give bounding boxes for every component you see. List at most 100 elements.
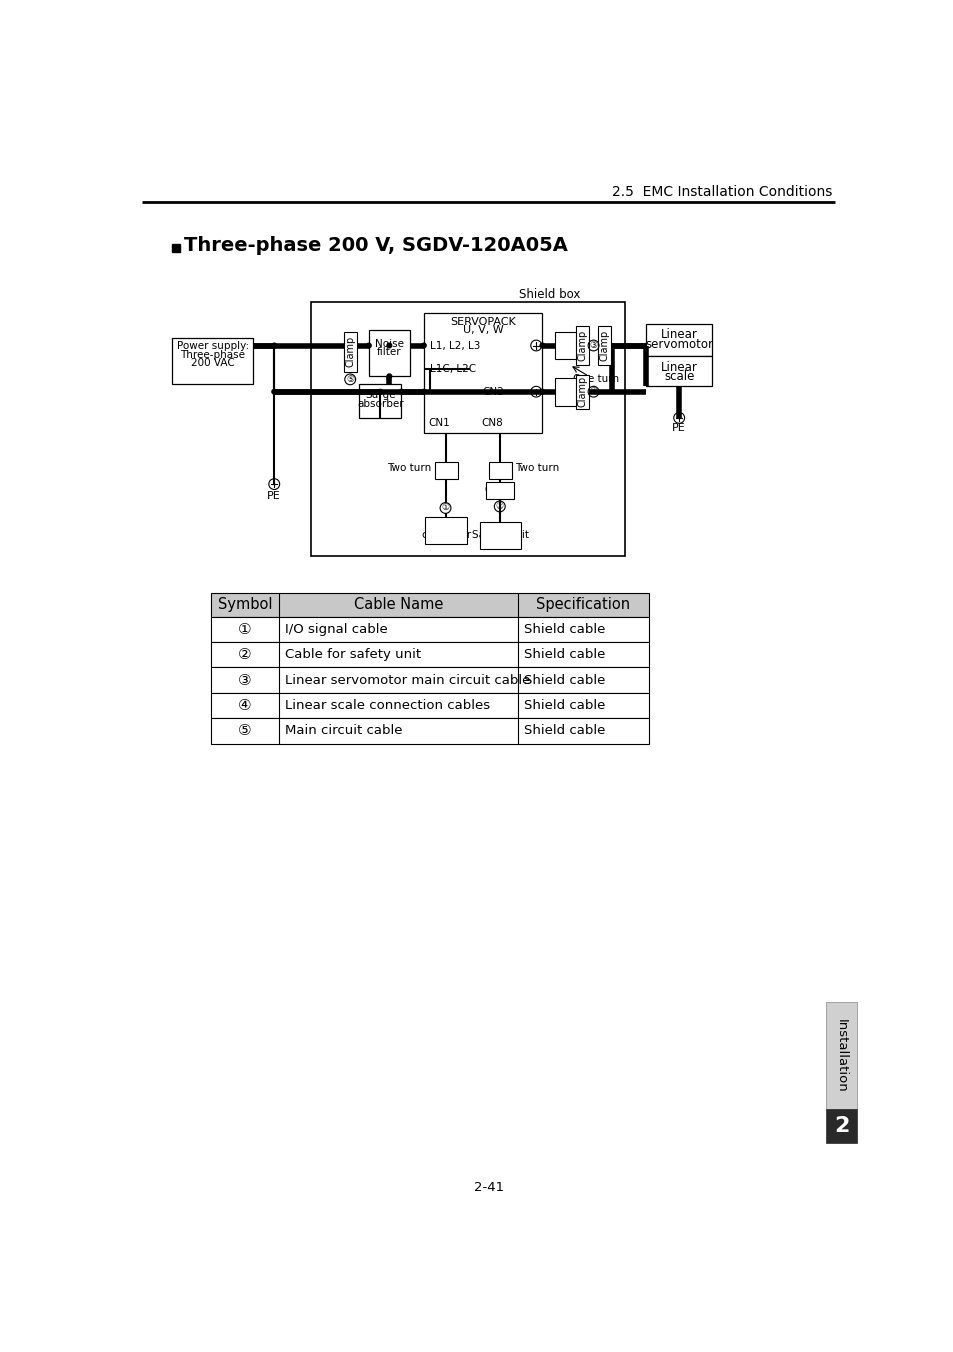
Text: Main circuit cable: Main circuit cable: [285, 725, 402, 737]
Text: Linear servomotor main circuit cable: Linear servomotor main circuit cable: [285, 673, 530, 687]
Bar: [425, 518, 467, 544]
Circle shape: [272, 389, 276, 393]
Bar: [576, 375, 588, 408]
Text: 200 VAC: 200 VAC: [191, 358, 234, 368]
Text: One turn: One turn: [573, 375, 618, 384]
Text: Shield cable: Shield cable: [523, 725, 604, 737]
Text: ③: ③: [237, 672, 252, 688]
Text: Two turn: Two turn: [515, 462, 559, 473]
Bar: [645, 357, 711, 385]
Bar: [488, 462, 512, 479]
Text: Symbol: Symbol: [217, 598, 272, 612]
Text: Power supply:: Power supply:: [176, 341, 249, 352]
Bar: [211, 594, 649, 617]
Text: Noise: Noise: [375, 339, 403, 349]
Text: CN1: CN1: [428, 418, 450, 427]
Text: Linear: Linear: [660, 329, 697, 341]
Text: CN2: CN2: [481, 387, 503, 396]
Bar: [555, 377, 576, 406]
Circle shape: [272, 343, 276, 347]
Circle shape: [366, 343, 371, 347]
Bar: [211, 692, 649, 718]
Text: ⑤: ⑤: [237, 723, 252, 738]
Text: scale: scale: [663, 370, 694, 383]
Text: 2.5  EMC Installation Conditions: 2.5 EMC Installation Conditions: [611, 184, 831, 199]
Text: controller: controller: [421, 530, 471, 539]
Bar: [344, 331, 356, 372]
Bar: [423, 314, 542, 433]
Text: absorber: absorber: [356, 399, 403, 410]
Text: Linear: Linear: [660, 361, 697, 373]
Text: Shield box: Shield box: [518, 288, 579, 301]
Text: filter: filter: [376, 347, 401, 357]
Text: 2: 2: [833, 1117, 848, 1136]
Text: U, V, W: U, V, W: [462, 324, 503, 335]
Bar: [435, 462, 457, 479]
Text: Three-phase: Three-phase: [180, 350, 245, 360]
Circle shape: [387, 375, 392, 379]
Text: PE: PE: [672, 423, 685, 433]
Circle shape: [539, 389, 544, 393]
Text: ③: ③: [589, 341, 597, 350]
Text: L1, L2, L3: L1, L2, L3: [430, 341, 480, 350]
Text: Clamp: Clamp: [598, 330, 609, 361]
Circle shape: [421, 343, 426, 347]
Text: Safety unit: Safety unit: [472, 530, 529, 539]
Text: L1C, L2C: L1C, L2C: [430, 364, 476, 373]
Text: Shield cable: Shield cable: [523, 673, 604, 687]
Bar: [311, 303, 624, 557]
Text: I/O signal cable: I/O signal cable: [285, 623, 388, 635]
Bar: [211, 642, 649, 668]
Text: Shield cable: Shield cable: [523, 699, 604, 713]
Text: Core: Core: [435, 465, 457, 476]
Text: PE: PE: [267, 491, 281, 500]
Text: Core: Core: [554, 341, 577, 350]
Text: ⑤: ⑤: [346, 375, 354, 384]
Text: Three-phase 200 V, SGDV-120A05A: Three-phase 200 V, SGDV-120A05A: [184, 235, 568, 256]
Bar: [485, 481, 513, 499]
Text: Shield cable: Shield cable: [523, 648, 604, 661]
Circle shape: [421, 389, 426, 393]
Bar: [479, 522, 521, 549]
Bar: [172, 338, 253, 384]
Bar: [369, 330, 410, 376]
Text: ②: ②: [237, 648, 252, 662]
Bar: [359, 384, 401, 418]
Text: Shield cable: Shield cable: [523, 623, 604, 635]
Bar: [598, 326, 610, 365]
Bar: [645, 324, 711, 357]
Text: ①: ①: [237, 622, 252, 637]
Text: Surge: Surge: [365, 389, 395, 400]
Circle shape: [377, 389, 382, 393]
Text: SERVOPACK: SERVOPACK: [450, 316, 516, 327]
Circle shape: [539, 343, 544, 347]
Text: Cable Name: Cable Name: [354, 598, 442, 612]
Text: Clamp: Clamp: [345, 337, 355, 368]
Text: ①: ①: [441, 503, 449, 512]
Bar: [172, 243, 179, 251]
Text: ②: ②: [496, 502, 503, 511]
Text: Clamp: Clamp: [578, 330, 587, 361]
Text: servomotor: servomotor: [644, 338, 713, 352]
Text: Clamp: Clamp: [483, 485, 515, 495]
Circle shape: [398, 389, 403, 393]
Bar: [211, 718, 649, 744]
Text: Core: Core: [489, 465, 511, 476]
Text: Two turn: Two turn: [387, 462, 431, 473]
Text: Core: Core: [554, 387, 577, 396]
Bar: [555, 331, 576, 360]
Text: Cable for safety unit: Cable for safety unit: [285, 648, 421, 661]
Text: Linear scale connection cables: Linear scale connection cables: [285, 699, 490, 713]
Text: Host: Host: [434, 522, 457, 531]
Text: ④: ④: [589, 387, 597, 396]
Text: Clamp: Clamp: [578, 376, 587, 407]
Text: Specification: Specification: [536, 598, 630, 612]
Text: ④: ④: [237, 698, 252, 713]
Text: 2-41: 2-41: [474, 1182, 503, 1194]
Bar: [211, 617, 649, 642]
Bar: [825, 1110, 856, 1144]
Text: Installation: Installation: [834, 1018, 847, 1092]
Circle shape: [387, 343, 392, 347]
Text: CN8: CN8: [480, 418, 502, 427]
Bar: [211, 668, 649, 692]
